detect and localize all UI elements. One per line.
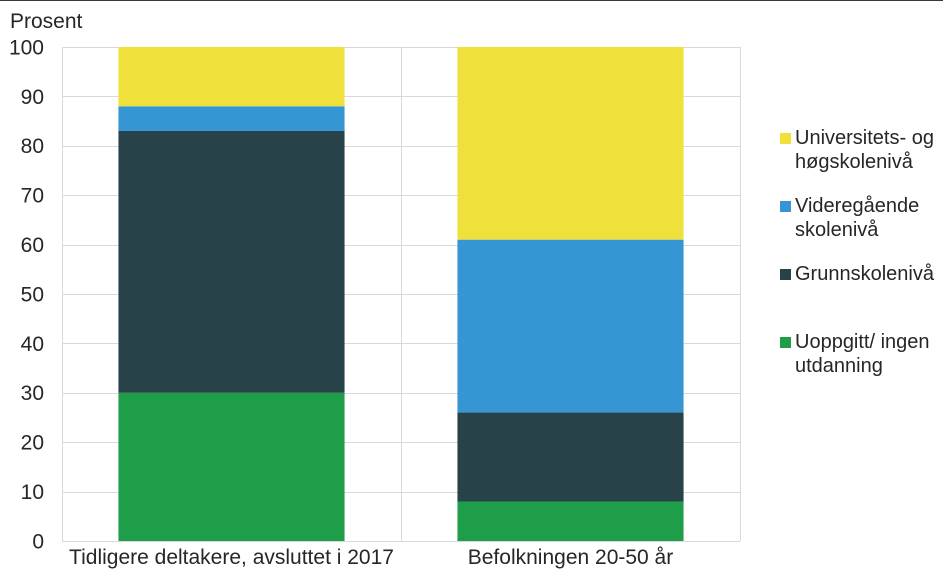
bar-segment <box>118 106 345 131</box>
legend-label: Universitets- og høgskolenivå <box>795 127 934 173</box>
legend-label: Videregående skolenivå <box>795 195 920 241</box>
y-tick-label: 0 <box>32 530 44 553</box>
top-rule <box>0 0 943 1</box>
bar-segment <box>118 392 345 541</box>
bar-segment <box>457 501 684 541</box>
bar-segment <box>457 47 684 240</box>
legend-label: Uoppgitt/ ingen utdanning <box>795 331 930 377</box>
legend-swatch <box>780 337 791 348</box>
legend-item: Universitets- og høgskolenivå <box>780 126 941 174</box>
legend-swatch <box>780 201 791 212</box>
x-category-label: Tidligere deltakere, avsluttet i 2017 <box>69 546 394 569</box>
bar-segment <box>118 47 345 107</box>
legend-swatch <box>780 269 791 280</box>
y-tick-label: 10 <box>21 481 44 504</box>
y-tick-label: 80 <box>21 135 44 158</box>
y-tick-label: 100 <box>9 36 44 59</box>
bar-segment <box>118 130 345 393</box>
x-category-label: Befolkningen 20-50 år <box>468 546 673 569</box>
y-tick-label: 30 <box>21 382 44 405</box>
bar-segment <box>457 412 684 502</box>
legend-item: Grunnskolenivå <box>780 262 941 310</box>
legend-swatch <box>780 133 791 144</box>
bar-stack <box>118 47 345 541</box>
y-tick-labels: 0 10 20 30 40 50 60 70 80 90 100 <box>9 36 44 553</box>
y-tick-label: 20 <box>21 432 44 455</box>
legend-label: Grunnskolenivå <box>795 263 934 285</box>
y-tick-label: 90 <box>21 86 44 109</box>
y-axis-title: Prosent <box>10 10 83 33</box>
legend-item: Uoppgitt/ ingen utdanning <box>780 330 941 378</box>
bar-stack <box>457 47 684 541</box>
y-tick-label: 40 <box>21 333 44 356</box>
legend-item: Videregående skolenivå <box>780 194 941 242</box>
y-tick-label: 50 <box>21 283 44 306</box>
y-tick-label: 60 <box>21 234 44 257</box>
bar-segment <box>457 239 684 413</box>
y-tick-label: 70 <box>21 185 44 208</box>
